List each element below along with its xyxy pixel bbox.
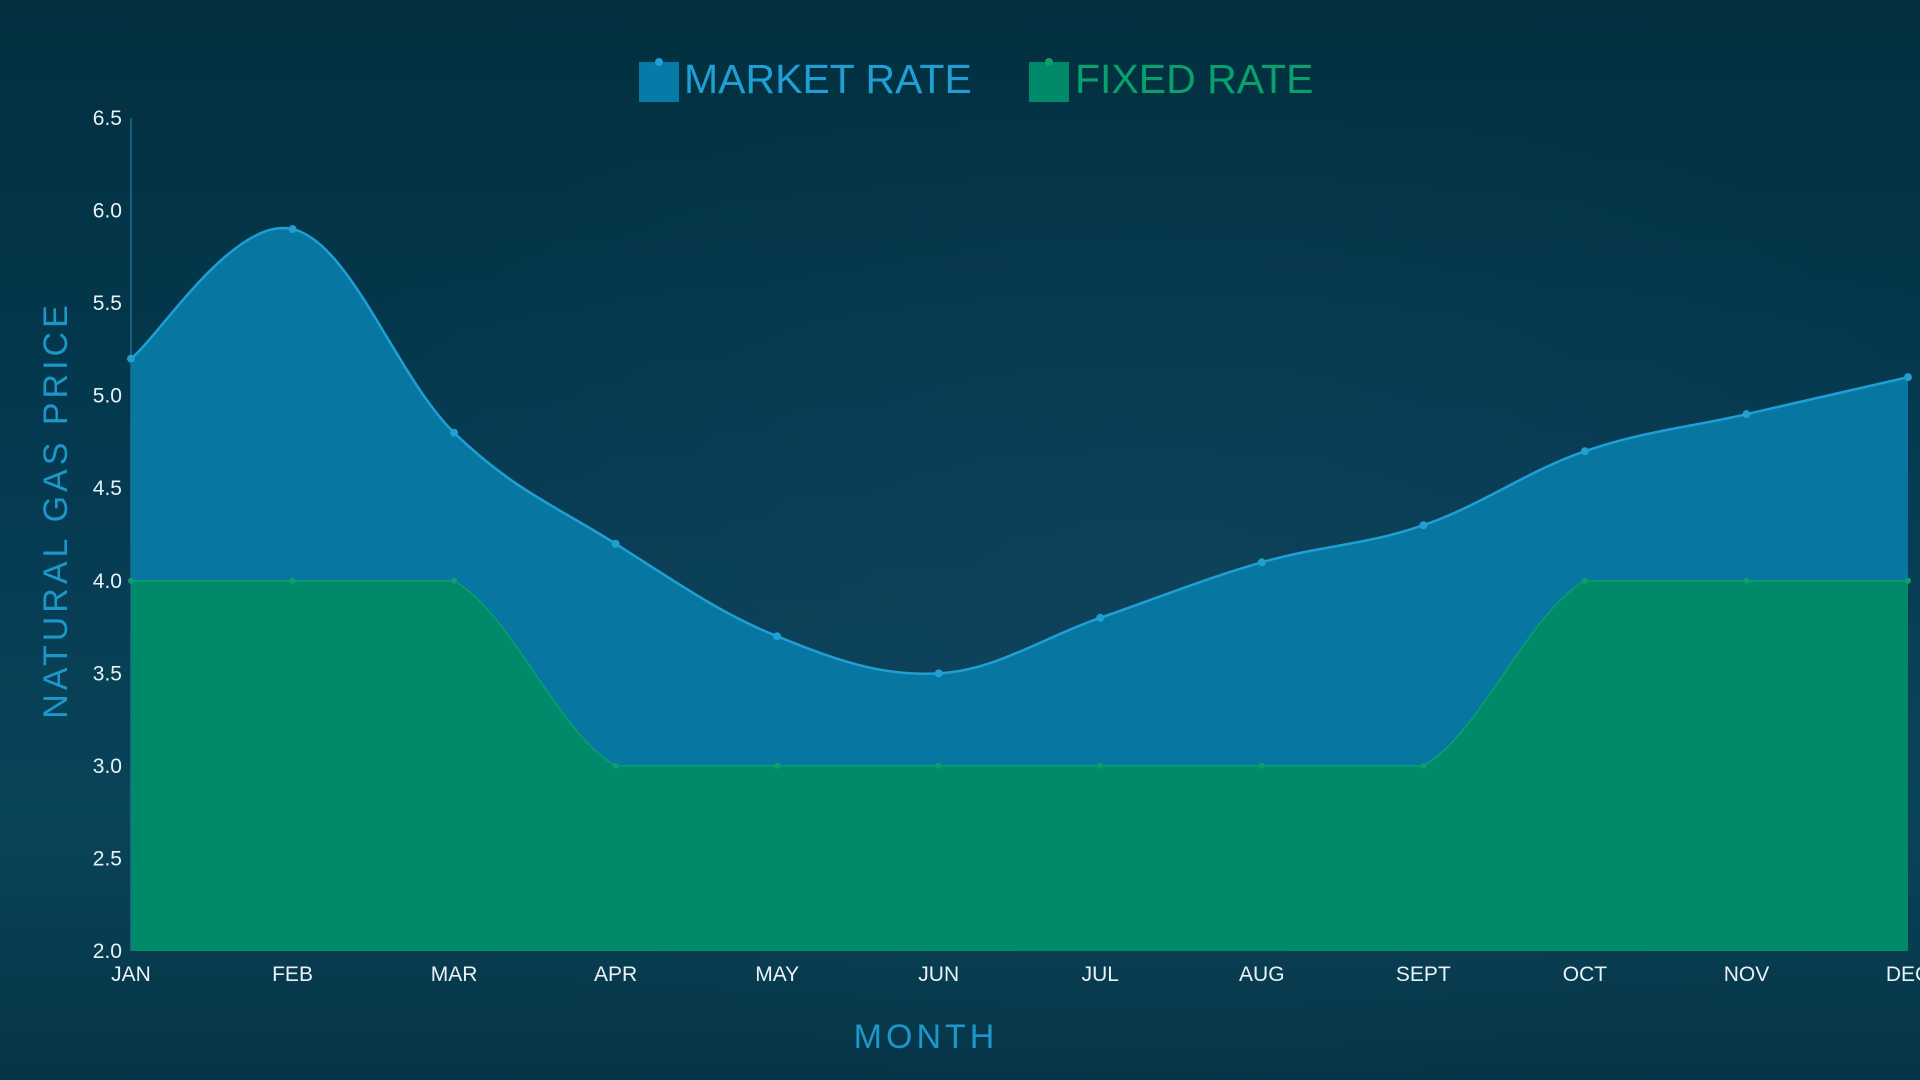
x-tick-label-may: MAY	[755, 963, 799, 986]
y-tick-label: 6.0	[93, 200, 122, 223]
y-tick-label: 2.0	[93, 940, 122, 963]
point-fixed-rate-sept[interactable]	[1420, 762, 1427, 769]
x-tick-labels: JAN FEB MAR APR MAY JUN JUL AUG SEPT OCT NOV DEC	[111, 963, 1920, 986]
point-market-rate-apr[interactable]	[611, 539, 620, 548]
legend: MARKET RATE FIXED RATE	[639, 56, 1313, 102]
legend-item-market-rate[interactable]: MARKET RATE	[639, 56, 972, 102]
point-fixed-rate-jun[interactable]	[935, 762, 942, 769]
y-tick-label: 2.5	[93, 847, 122, 870]
point-market-rate-nov[interactable]	[1742, 410, 1751, 419]
legend-swatch-market-rate	[639, 62, 679, 102]
point-fixed-rate-may[interactable]	[774, 762, 781, 769]
point-market-rate-oct[interactable]	[1580, 447, 1589, 456]
point-fixed-rate-dec[interactable]	[1905, 577, 1911, 584]
y-tick-label: 3.0	[93, 755, 122, 778]
point-fixed-rate-apr[interactable]	[612, 762, 619, 769]
legend-marker-fixed-rate	[1045, 58, 1053, 66]
point-fixed-rate-jan[interactable]	[128, 577, 134, 584]
point-fixed-rate-mar[interactable]	[451, 577, 458, 584]
point-market-rate-aug[interactable]	[1257, 558, 1266, 567]
x-tick-label-jul: JUL	[1082, 963, 1119, 986]
area-layer	[130, 226, 1909, 952]
x-tick-label-jun: JUN	[918, 963, 959, 986]
point-fixed-rate-feb[interactable]	[289, 577, 296, 584]
legend-item-fixed-rate[interactable]: FIXED RATE	[1029, 56, 1313, 102]
point-market-rate-dec[interactable]	[1904, 373, 1912, 382]
point-fixed-rate-jul[interactable]	[1097, 762, 1104, 769]
y-tick-label: 4.0	[93, 570, 122, 593]
x-tick-label-jan: JAN	[111, 963, 151, 986]
point-market-rate-mar[interactable]	[450, 428, 459, 437]
point-market-rate-may[interactable]	[773, 632, 782, 641]
point-market-rate-jun[interactable]	[934, 669, 943, 678]
y-tick-labels: 2.0 2.5 3.0 3.5 4.0 4.5 5.0 5.5 6.0 6.5	[93, 107, 122, 963]
x-tick-label-oct: OCT	[1563, 963, 1608, 986]
x-tick-label-sept: SEPT	[1396, 963, 1451, 986]
point-fixed-rate-aug[interactable]	[1258, 762, 1265, 769]
y-axis-title: NATURAL GAS PRICE	[37, 301, 75, 719]
point-market-rate-feb[interactable]	[288, 225, 297, 234]
y-tick-label: 4.5	[93, 477, 122, 500]
x-axis-title: MONTH	[854, 1018, 999, 1056]
data-points	[127, 225, 1912, 769]
x-tick-label-mar: MAR	[431, 963, 478, 986]
y-tick-label: 6.5	[93, 107, 122, 130]
point-fixed-rate-oct[interactable]	[1581, 577, 1588, 584]
x-tick-label-dec: DEC	[1886, 963, 1920, 986]
x-tick-label-apr: APR	[594, 963, 637, 986]
x-tick-label-aug: AUG	[1239, 963, 1285, 986]
y-tick-label: 5.0	[93, 385, 122, 408]
legend-swatch-fixed-rate	[1029, 62, 1069, 102]
point-market-rate-jan[interactable]	[127, 354, 135, 363]
legend-label-fixed-rate: FIXED RATE	[1075, 56, 1313, 102]
legend-label-market-rate: MARKET RATE	[684, 56, 972, 102]
point-market-rate-jul[interactable]	[1096, 613, 1105, 622]
y-tick-label: 5.5	[93, 292, 122, 315]
point-fixed-rate-nov[interactable]	[1743, 577, 1750, 584]
x-tick-label-feb: FEB	[272, 963, 313, 986]
point-market-rate-sept[interactable]	[1419, 521, 1428, 530]
legend-marker-market-rate	[655, 58, 663, 66]
y-tick-label: 3.5	[93, 662, 122, 685]
x-tick-label-nov: NOV	[1724, 963, 1770, 986]
